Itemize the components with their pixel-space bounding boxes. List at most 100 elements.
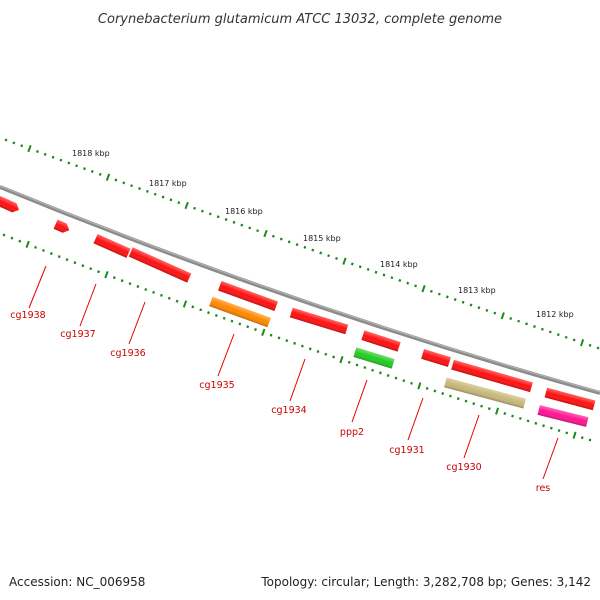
minor-tick — [564, 335, 568, 339]
minor-tick — [216, 215, 220, 219]
minor-tick — [358, 265, 362, 269]
minor-tick — [232, 220, 236, 224]
minor-tick — [406, 281, 410, 285]
minor-tick — [10, 236, 14, 240]
gene-feature[interactable] — [421, 349, 451, 367]
gene-feature[interactable] — [451, 359, 533, 393]
minor-tick — [279, 237, 283, 241]
gene-feature[interactable] — [289, 307, 349, 335]
gene-ppp2[interactable] — [353, 347, 395, 369]
minor-tick — [208, 212, 212, 216]
minor-tick — [167, 296, 171, 300]
gene-feature[interactable] — [93, 234, 131, 258]
minor-tick — [224, 218, 228, 222]
minor-tick — [98, 172, 102, 176]
scale-label: 1813 kbp — [458, 286, 496, 295]
major-tick — [182, 300, 188, 308]
minor-tick — [511, 414, 514, 418]
gene-feature[interactable] — [53, 219, 72, 235]
minor-tick — [169, 198, 173, 202]
gene-feature[interactable] — [218, 281, 278, 311]
gene-label-cg1935: cg1935 — [199, 380, 234, 391]
major-tick — [105, 173, 111, 181]
minor-tick — [254, 328, 257, 332]
major-tick — [572, 431, 577, 439]
scale-label: 1818 kbp — [72, 149, 110, 158]
scale-label: 1814 kbp — [380, 260, 418, 269]
gene-feature[interactable] — [128, 247, 192, 283]
minor-tick — [152, 290, 156, 294]
minor-tick — [34, 245, 38, 249]
gene-label-cg1931: cg1931 — [389, 445, 424, 456]
minor-tick — [565, 431, 569, 435]
minor-tick — [542, 424, 545, 428]
minor-tick — [433, 389, 437, 393]
minor-tick — [425, 386, 429, 390]
gene-feature[interactable] — [0, 193, 21, 215]
minor-tick — [112, 276, 116, 280]
minor-tick — [588, 343, 592, 347]
gene-feature[interactable] — [544, 387, 596, 411]
major-tick — [342, 257, 347, 265]
minor-tick — [308, 347, 312, 351]
leader-line — [542, 437, 559, 480]
minor-tick — [57, 255, 61, 259]
minor-tick — [311, 248, 315, 252]
major-tick — [263, 229, 268, 238]
minor-tick — [350, 262, 354, 266]
minor-tick — [295, 243, 299, 247]
scale-label: 1815 kbp — [303, 234, 341, 243]
minor-tick — [175, 299, 179, 303]
minor-tick — [49, 251, 53, 256]
minor-tick — [382, 273, 386, 277]
minor-tick — [18, 239, 22, 243]
minor-tick — [534, 421, 538, 425]
gene-cg1930[interactable] — [444, 377, 526, 409]
minor-tick — [572, 338, 576, 342]
minor-tick — [557, 429, 561, 433]
minor-tick — [332, 355, 336, 359]
minor-tick — [207, 311, 210, 315]
major-tick — [27, 144, 32, 153]
genome-backbone-highlight — [0, 185, 600, 393]
scale-label: 1812 kbp — [536, 310, 574, 319]
minor-tick — [256, 229, 260, 233]
gene-label-res: res — [536, 483, 551, 494]
minor-tick — [285, 339, 289, 343]
map-title: Corynebacterium glutamicum ATCC 13032, c… — [98, 12, 502, 27]
minor-tick — [540, 327, 544, 331]
minor-tick — [293, 341, 297, 345]
minor-tick — [65, 258, 69, 262]
gene-label-cg1936: cg1936 — [110, 348, 145, 359]
minor-tick — [327, 254, 331, 258]
minor-tick — [120, 279, 124, 283]
major-tick — [184, 201, 189, 210]
minor-tick — [518, 416, 522, 420]
minor-tick — [81, 264, 85, 268]
outer-tick-ring — [4, 138, 600, 350]
gene-res[interactable] — [537, 405, 589, 427]
minor-tick — [136, 285, 140, 289]
minor-tick — [324, 352, 328, 356]
minor-tick — [97, 270, 101, 274]
minor-tick — [159, 293, 163, 297]
minor-tick — [402, 379, 406, 383]
minor-tick — [335, 256, 338, 260]
minor-tick — [35, 150, 39, 153]
minor-tick — [525, 322, 528, 326]
leader-line — [128, 301, 146, 345]
major-tick — [495, 407, 500, 415]
major-tick — [261, 328, 266, 336]
minor-tick — [4, 138, 8, 142]
minor-tick — [214, 313, 218, 318]
gene-feature[interactable] — [361, 330, 401, 352]
major-tick — [25, 240, 30, 248]
minor-tick — [277, 336, 281, 340]
gene-cg1935[interactable] — [209, 296, 271, 328]
minor-tick — [414, 284, 418, 288]
minor-tick — [51, 155, 55, 159]
leader-line — [351, 379, 368, 423]
major-tick — [421, 284, 426, 293]
